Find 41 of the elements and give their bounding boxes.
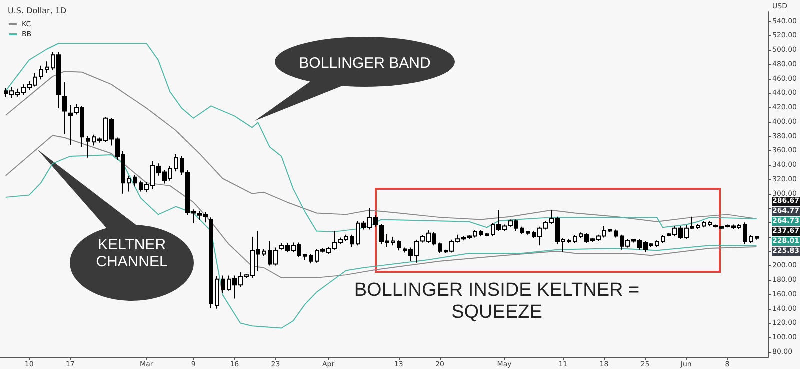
candlestick — [350, 234, 354, 248]
annotation: BOLLINGER INSIDE KELTNER = SQUEEZE — [354, 280, 640, 323]
candlestick — [262, 248, 266, 257]
candlestick — [215, 276, 219, 310]
annotation: BOLLINGER BAND — [299, 55, 432, 72]
candlestick — [209, 217, 213, 309]
candlestick — [526, 230, 530, 236]
candlestick — [743, 222, 747, 245]
candlestick — [68, 104, 73, 146]
candlestick — [391, 236, 395, 246]
candlestick — [573, 235, 577, 244]
candlestick — [661, 235, 665, 244]
candlestick — [438, 242, 442, 254]
candlestick — [696, 224, 700, 230]
candlestick — [174, 154, 178, 172]
candlestick — [655, 240, 659, 248]
candlestick — [397, 240, 401, 252]
candlestick — [485, 232, 489, 237]
candlestick — [520, 226, 524, 235]
line-series — [5, 154, 758, 329]
chart-title: U.S. Dollar, 1D — [8, 6, 67, 16]
candlestick — [614, 229, 618, 238]
line-series — [5, 71, 758, 222]
candlestick — [221, 275, 225, 294]
candlestick — [567, 238, 571, 244]
candlestick — [702, 220, 706, 228]
candlestick — [62, 82, 67, 135]
candlestick — [479, 230, 483, 237]
candlestick — [309, 254, 313, 264]
candlestick — [749, 235, 753, 244]
candlestick — [86, 136, 90, 158]
candlestick — [45, 61, 49, 74]
candlestick — [133, 174, 137, 188]
candlestick — [303, 254, 307, 260]
candlestick — [127, 175, 131, 192]
candlestick — [39, 65, 43, 80]
line-series — [5, 43, 758, 232]
candlestick — [755, 236, 759, 240]
annotation: KELTNER CHANNEL — [96, 236, 168, 271]
candlestick — [608, 228, 612, 232]
line-series — [5, 135, 758, 278]
